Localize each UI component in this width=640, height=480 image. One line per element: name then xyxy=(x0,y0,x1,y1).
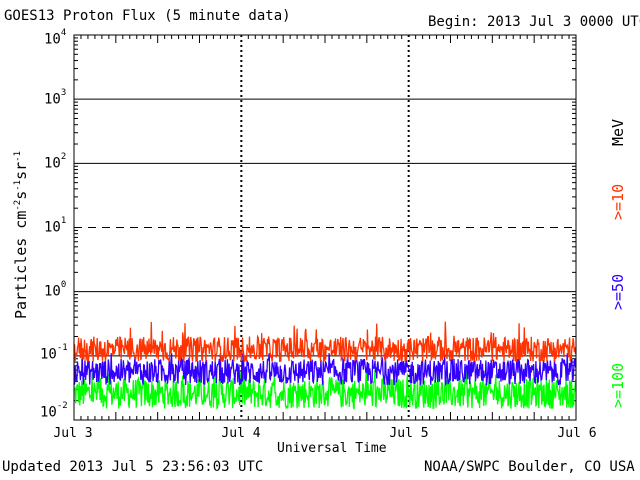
updated-timestamp: Updated 2013 Jul 5 23:56:03 UTC xyxy=(2,459,264,475)
legend-series-50mev: >=50 xyxy=(609,273,627,310)
y-tick-label-1: 101 xyxy=(44,216,67,236)
legend-unit: MeV xyxy=(609,118,627,146)
y-tick-label-0: 100 xyxy=(44,280,67,300)
legend-series-10mev: >=10 xyxy=(609,183,627,220)
y-tick-label-4: 104 xyxy=(44,28,67,48)
x-tick-label-jul4: Jul 4 xyxy=(221,426,261,441)
legend-series-100mev: >=100 xyxy=(609,362,627,408)
plot-frame xyxy=(73,34,577,421)
credit-label: NOAA/SWPC Boulder, CO USA xyxy=(424,459,635,475)
begin-time-label: Begin: 2013 Jul 3 0000 UTC xyxy=(428,14,640,30)
y-tick-label-3: 103 xyxy=(44,88,67,108)
series-line-0 xyxy=(73,321,577,365)
y-tick-label-m2: 10-2 xyxy=(40,401,68,421)
y-tick-label-2: 102 xyxy=(44,152,67,172)
chart-title: GOES13 Proton Flux (5 minute data) xyxy=(4,8,291,24)
y-axis-label: Particles cm-2s-1sr-1 xyxy=(12,151,30,319)
x-tick-label-jul5: Jul 5 xyxy=(389,426,429,441)
y-tick-label-m1: 10-1 xyxy=(40,343,68,363)
series-line-1 xyxy=(73,353,577,386)
x-tick-label-jul6: Jul 6 xyxy=(557,426,597,441)
x-axis-label: Universal Time xyxy=(277,441,387,456)
x-tick-label-jul3: Jul 3 xyxy=(53,426,93,441)
